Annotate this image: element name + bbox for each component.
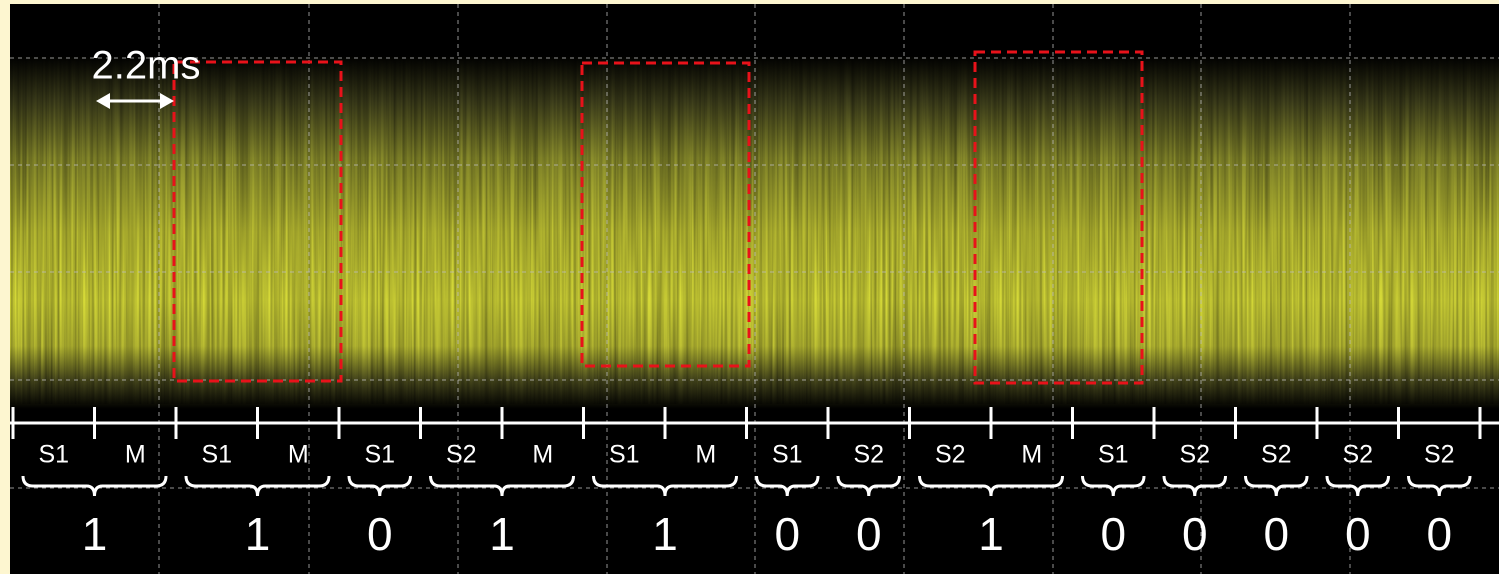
bit-label: 0 (1345, 508, 1371, 560)
bit-label: 1 (978, 508, 1004, 560)
bit-label: 0 (856, 508, 882, 560)
slot-label: M (532, 441, 553, 469)
slot-label: S2 (1342, 441, 1373, 469)
bit-label: 1 (489, 508, 515, 560)
slot-label: M (695, 441, 716, 469)
bit-label: 0 (1263, 508, 1289, 560)
slot-label: S1 (609, 441, 640, 469)
slot-label: S2 (1261, 441, 1292, 469)
bit-label: 1 (82, 508, 108, 560)
bit-label: 0 (1426, 508, 1452, 560)
slot-label: S2 (853, 441, 884, 469)
bit-label: 0 (1182, 508, 1208, 560)
scope-screen: 2.2ms S1 M 1 S1 M 1 S1 0 S2 M 1 S1 M 1 S1 0 S2 0 S2 M 1 S1 0 S2… (0, 0, 1499, 574)
slot-label: S1 (201, 441, 232, 469)
slot-label: M (125, 441, 146, 469)
bit-label: 0 (1100, 508, 1126, 560)
slot-label: S1 (772, 441, 803, 469)
slot-label: S2 (1424, 441, 1455, 469)
slot-label: S1 (38, 441, 69, 469)
slot-label: S2 (446, 441, 477, 469)
slot-label: S2 (935, 441, 966, 469)
bit-label: 1 (652, 508, 678, 560)
bit-label: 1 (245, 508, 271, 560)
slot-label: S2 (1179, 441, 1210, 469)
slot-label: M (1021, 441, 1042, 469)
slot-label: M (288, 441, 309, 469)
slot-label: S1 (1098, 441, 1129, 469)
slot-label: S1 (364, 441, 395, 469)
bit-label: 0 (367, 508, 393, 560)
bit-label: 0 (774, 508, 800, 560)
scale-label: 2.2ms (92, 44, 201, 88)
